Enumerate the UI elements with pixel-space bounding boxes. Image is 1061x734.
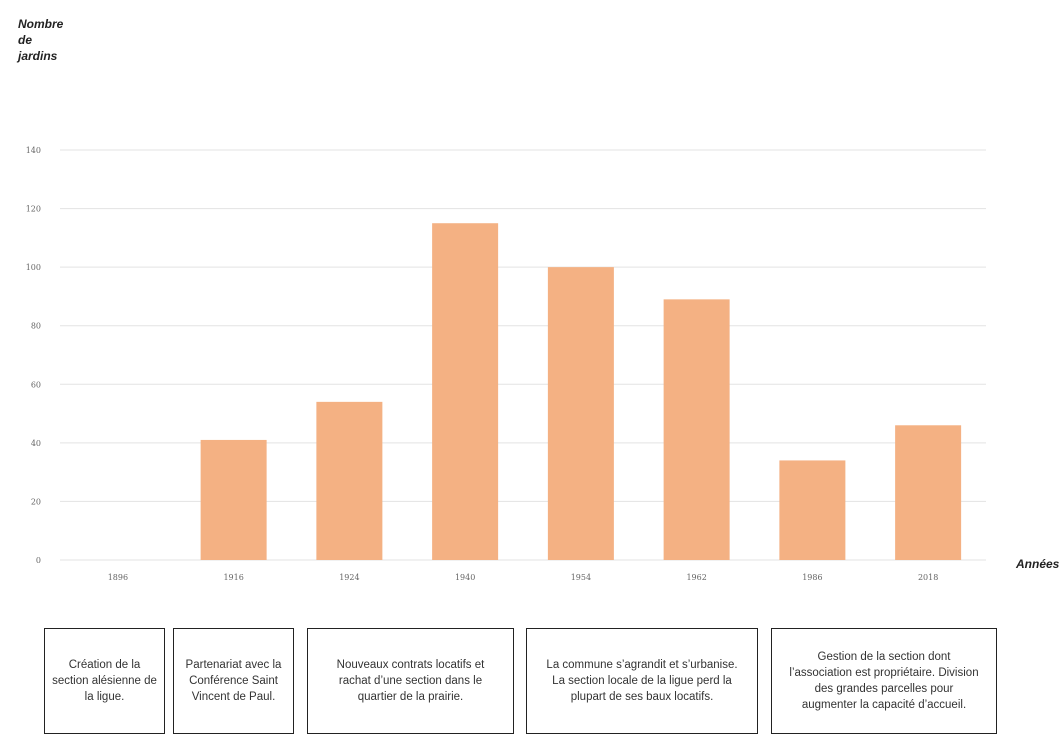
bar-1962: [663, 299, 730, 560]
y-tick-label: 80: [31, 322, 41, 331]
y-tick-label: 0: [36, 556, 41, 565]
bar-1954: [547, 267, 614, 560]
bar-2018: [895, 425, 962, 560]
annotation-box-1986-2018: Gestion de la section dont l’association…: [771, 628, 997, 734]
annotation-box-1924-1940: Nouveaux contrats locatifs et rachat d’u…: [307, 628, 514, 734]
y-tick-labels: 0 20 40 60 80 100 120 140: [26, 146, 41, 565]
y-tick-label: 140: [26, 146, 41, 155]
y-tick-label: 120: [26, 205, 41, 214]
x-tick-label: 1940: [455, 573, 475, 582]
bar-1916: [200, 439, 267, 560]
y-tick-label: 60: [31, 380, 41, 389]
y-tick-label: 40: [31, 439, 41, 448]
x-tick-label: 1954: [571, 573, 591, 582]
x-tick-label: 1924: [339, 573, 359, 582]
grid-lines: [60, 149, 986, 561]
y-tick-label: 100: [26, 263, 41, 272]
annotation-box-1954-1962: La commune s’agrandit et s’urbanise. La …: [526, 628, 758, 734]
x-tick-label: 2018: [918, 573, 938, 582]
x-tick-labels: 1896 1916 1924 1940 1954 1962 1986 2018: [108, 573, 939, 582]
x-tick-label: 1896: [108, 573, 128, 582]
bar-1986: [779, 460, 846, 560]
y-tick-label: 20: [31, 497, 41, 506]
annotation-box-1896: Création de la section alésienne de la l…: [44, 628, 165, 734]
y-axis-title: Nombre de jardins: [18, 17, 64, 63]
annotation-box-1916: Partenariat avec la Conférence Saint Vin…: [173, 628, 294, 734]
x-tick-label: 1986: [802, 573, 822, 582]
bars: [200, 223, 962, 560]
x-tick-label: 1916: [223, 573, 243, 582]
x-axis-title: Années: [1016, 557, 1060, 571]
bar-1924: [316, 401, 383, 560]
bar-1940: [432, 223, 499, 560]
x-tick-label: 1962: [686, 573, 706, 582]
